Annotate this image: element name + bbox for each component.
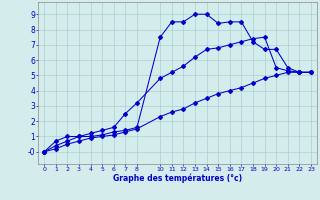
X-axis label: Graphe des températures (°c): Graphe des températures (°c) xyxy=(113,174,242,183)
